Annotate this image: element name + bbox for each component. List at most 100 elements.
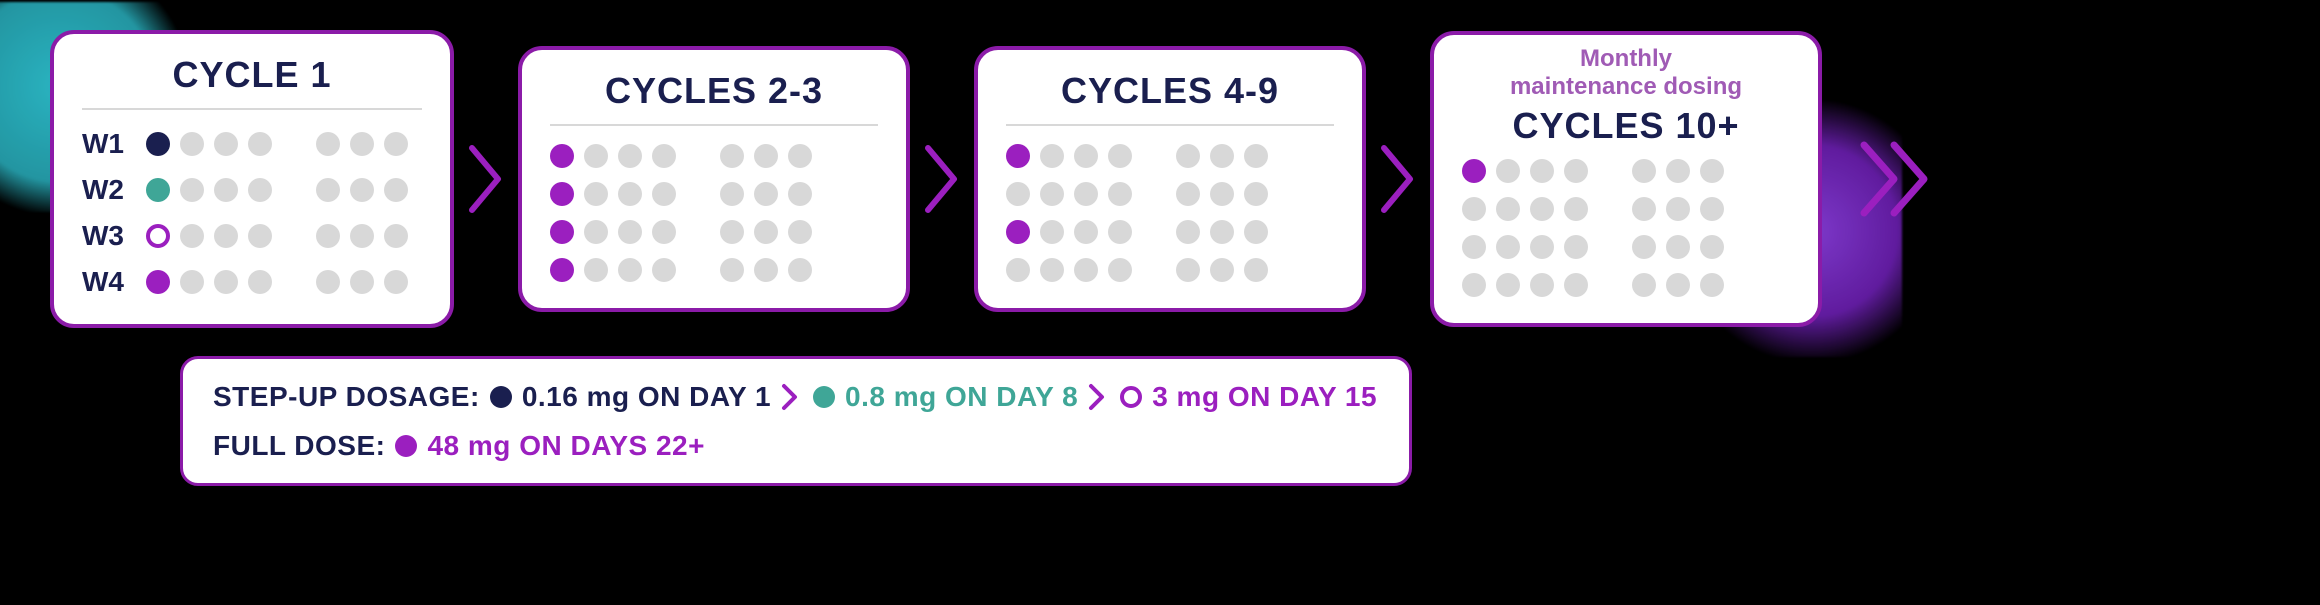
day-dot xyxy=(1210,144,1234,168)
dose-dot-purple xyxy=(550,220,574,244)
legend-text: 0.16 mg ON DAY 1 xyxy=(522,377,771,416)
day-dot xyxy=(1074,220,1098,244)
day-dots xyxy=(146,178,408,202)
day-dot xyxy=(1530,197,1554,221)
week-row: W1 xyxy=(82,128,422,160)
legend-full-dose: FULL DOSE: 48 mg ON DAYS 22+ xyxy=(213,426,1379,465)
day-dot xyxy=(788,258,812,282)
day-dot xyxy=(720,220,744,244)
dose-dot-purple xyxy=(146,270,170,294)
day-dot xyxy=(248,132,272,156)
day-dots xyxy=(1462,159,1724,183)
day-dot xyxy=(754,258,778,282)
legend-step-up: STEP-UP DOSAGE: 0.16 mg ON DAY 1 0.8 mg … xyxy=(213,377,1379,416)
day-dot xyxy=(180,178,204,202)
day-dot xyxy=(384,270,408,294)
dose-dot-navy xyxy=(146,132,170,156)
day-dot xyxy=(1210,182,1234,206)
dose-dot-purple xyxy=(550,144,574,168)
day-dot xyxy=(316,270,340,294)
day-dot xyxy=(1244,182,1268,206)
day-dot xyxy=(180,270,204,294)
day-dot xyxy=(1074,258,1098,282)
day-dots xyxy=(146,270,408,294)
week-label: W1 xyxy=(82,128,136,160)
day-dots xyxy=(550,220,812,244)
dose-dot-purple xyxy=(550,258,574,282)
day-dots xyxy=(1006,144,1268,168)
day-dot xyxy=(1244,258,1268,282)
day-dot xyxy=(1700,159,1724,183)
dose-dot-purple xyxy=(550,182,574,206)
legend-label: STEP-UP DOSAGE: xyxy=(213,377,480,416)
week-row xyxy=(1462,159,1790,183)
weeks-grid xyxy=(1006,144,1334,282)
week-row xyxy=(1006,144,1334,168)
day-dot xyxy=(1040,220,1064,244)
day-dot xyxy=(1040,144,1064,168)
day-dots xyxy=(1462,235,1724,259)
cycle-card-1: CYCLE 1 W1 W2 xyxy=(50,30,454,328)
cycle-card-3: CYCLES 4-9 xyxy=(974,46,1366,312)
cycle-card-2: CYCLES 2-3 xyxy=(518,46,910,312)
day-dot xyxy=(1530,273,1554,297)
day-dots xyxy=(1006,258,1268,282)
day-dot xyxy=(214,270,238,294)
day-dot xyxy=(584,258,608,282)
day-dot xyxy=(788,182,812,206)
chevron-right-icon xyxy=(920,139,964,219)
day-dot xyxy=(1462,197,1486,221)
legend-text: 0.8 mg ON DAY 8 xyxy=(845,377,1078,416)
day-dot xyxy=(350,178,374,202)
day-dots xyxy=(1462,273,1724,297)
day-dot xyxy=(1564,273,1588,297)
dosing-schedule: CYCLE 1 W1 W2 xyxy=(50,30,2270,328)
day-dot xyxy=(1700,273,1724,297)
day-dot xyxy=(214,224,238,248)
day-dot xyxy=(1006,258,1030,282)
day-dot xyxy=(1666,235,1690,259)
day-dot xyxy=(1462,273,1486,297)
day-dot xyxy=(652,144,676,168)
day-dot xyxy=(180,132,204,156)
day-dot xyxy=(1176,144,1200,168)
day-dot xyxy=(1040,258,1064,282)
day-dot xyxy=(1244,144,1268,168)
day-dot xyxy=(350,270,374,294)
week-row xyxy=(550,182,878,206)
day-dots xyxy=(1006,182,1268,206)
day-dot xyxy=(1632,235,1656,259)
day-dot xyxy=(350,132,374,156)
day-dot xyxy=(350,224,374,248)
week-row xyxy=(550,220,878,244)
day-dot xyxy=(248,224,272,248)
day-dot xyxy=(1700,235,1724,259)
day-dots xyxy=(550,144,812,168)
day-dot xyxy=(1176,258,1200,282)
week-row xyxy=(1462,273,1790,297)
day-dot xyxy=(1108,258,1132,282)
double-chevron-right-icon xyxy=(1854,139,1942,219)
legend-marker-purple xyxy=(395,435,417,457)
day-dot xyxy=(618,220,642,244)
day-dot xyxy=(1176,182,1200,206)
day-dot xyxy=(754,144,778,168)
day-dot xyxy=(584,220,608,244)
day-dot xyxy=(1040,182,1064,206)
day-dots xyxy=(550,182,812,206)
day-dot xyxy=(248,270,272,294)
day-dot xyxy=(584,182,608,206)
day-dot xyxy=(754,182,778,206)
day-dot xyxy=(1632,159,1656,183)
day-dot xyxy=(1632,197,1656,221)
day-dot xyxy=(1108,220,1132,244)
day-dot xyxy=(618,182,642,206)
day-dot xyxy=(1210,258,1234,282)
day-dot xyxy=(384,178,408,202)
day-dot xyxy=(652,220,676,244)
day-dot xyxy=(652,182,676,206)
week-row xyxy=(1006,220,1334,244)
cycle-title: CYCLES 10+ xyxy=(1462,105,1790,151)
day-dot xyxy=(1496,273,1520,297)
cycle-super-title: Monthlymaintenance dosing xyxy=(1462,45,1790,100)
